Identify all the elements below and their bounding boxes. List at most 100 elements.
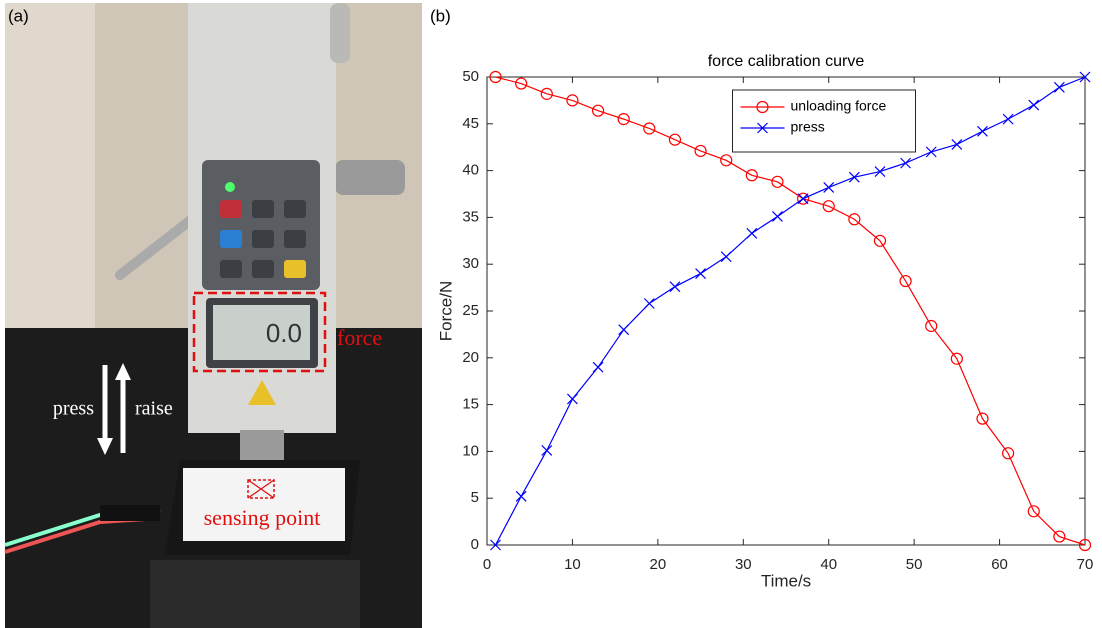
data-point bbox=[669, 281, 681, 293]
data-point bbox=[489, 70, 502, 84]
force-label: force bbox=[337, 325, 382, 350]
data-point bbox=[976, 412, 989, 425]
data-point bbox=[951, 138, 963, 150]
data-point bbox=[566, 94, 579, 107]
force-box bbox=[192, 291, 327, 373]
warning-sign bbox=[248, 380, 276, 405]
keys bbox=[220, 200, 306, 278]
y-tick-label: 0 bbox=[471, 536, 479, 553]
data-point bbox=[617, 113, 630, 126]
sensing-label: sensing point bbox=[204, 505, 321, 530]
series-line bbox=[495, 76, 1086, 546]
y-tick-label: 5 bbox=[471, 489, 479, 506]
data-point bbox=[848, 171, 860, 183]
data-point bbox=[771, 175, 784, 188]
data-point bbox=[925, 319, 938, 333]
wheel bbox=[330, 3, 350, 63]
data-point bbox=[720, 154, 733, 167]
data-point bbox=[643, 122, 656, 135]
x-tick-label: 0 bbox=[483, 556, 491, 573]
data-point bbox=[874, 166, 886, 177]
y-tick-label: 45 bbox=[462, 115, 479, 132]
sensing-cross bbox=[247, 479, 275, 499]
data-point bbox=[720, 251, 732, 263]
y-tick-label: 40 bbox=[462, 162, 479, 179]
press-arrowhead bbox=[97, 438, 113, 455]
data-point bbox=[695, 268, 706, 279]
data-point bbox=[977, 125, 988, 137]
data-point bbox=[515, 77, 528, 90]
y-tick-label: 15 bbox=[462, 396, 479, 413]
data-point bbox=[950, 352, 963, 365]
lcd bbox=[213, 305, 310, 360]
data-point bbox=[1079, 71, 1091, 83]
data-point bbox=[899, 274, 912, 288]
x-tick-label: 30 bbox=[735, 556, 752, 573]
curtain bbox=[5, 3, 95, 328]
raise-arrowhead bbox=[115, 363, 131, 380]
data-point bbox=[643, 298, 655, 309]
plot: 0 10 20 30 40 50 60 70 0 5 10 15 20 25 30 35 40 45 50 unloa… bbox=[462, 68, 1093, 573]
data-point bbox=[822, 200, 835, 213]
legend-marker bbox=[757, 122, 768, 134]
panel-label: (a) bbox=[8, 6, 29, 25]
x-axis-label: Time/s bbox=[761, 571, 811, 590]
data-point bbox=[541, 445, 553, 456]
data-point bbox=[540, 87, 553, 100]
x-tick-label: 50 bbox=[906, 556, 923, 573]
data-point bbox=[900, 157, 912, 169]
legend: unloading force press bbox=[732, 89, 916, 153]
legend-box bbox=[732, 89, 916, 153]
raise-label: raise bbox=[135, 398, 173, 420]
data-point bbox=[1028, 99, 1040, 111]
data-point bbox=[1002, 113, 1014, 125]
y-tick-label: 50 bbox=[462, 68, 479, 85]
data-point bbox=[873, 234, 887, 247]
y-axis-label: Force/N bbox=[436, 281, 455, 341]
data-point bbox=[668, 133, 682, 146]
data-point bbox=[591, 104, 605, 117]
x-tick-label: 70 bbox=[1077, 556, 1094, 573]
legend-label: press bbox=[791, 119, 825, 135]
photo-panel: 0.0 force sensing point press raise (a) bbox=[4, 3, 422, 628]
base bbox=[150, 560, 360, 628]
data-point bbox=[618, 324, 630, 336]
x-tick-label: 10 bbox=[564, 556, 581, 573]
connector bbox=[100, 505, 160, 521]
data-point bbox=[1002, 447, 1015, 460]
data-point bbox=[823, 182, 835, 193]
data-point bbox=[1053, 81, 1065, 93]
legend-marker bbox=[756, 100, 769, 114]
y-tick-label: 35 bbox=[462, 208, 479, 225]
data-point bbox=[567, 393, 578, 405]
data-point bbox=[1053, 530, 1066, 543]
x-tick-label: 60 bbox=[991, 556, 1008, 573]
lcd-reading: 0.0 bbox=[266, 318, 302, 348]
data-point bbox=[1078, 538, 1092, 552]
data-point bbox=[925, 146, 937, 158]
y-tick-label: 30 bbox=[462, 255, 479, 272]
knob bbox=[335, 160, 405, 195]
press-label: press bbox=[53, 398, 94, 420]
data-point bbox=[746, 227, 758, 239]
data-point bbox=[848, 213, 861, 226]
led bbox=[225, 182, 235, 192]
data-point bbox=[772, 211, 783, 222]
panel-label: (b) bbox=[430, 6, 451, 25]
probe bbox=[240, 430, 284, 465]
x-tick-label: 20 bbox=[650, 556, 667, 573]
data-point bbox=[745, 169, 758, 182]
sensing-box bbox=[247, 479, 275, 499]
chart-title: force calibration curve bbox=[708, 53, 865, 70]
series-line bbox=[495, 76, 1086, 546]
data-point bbox=[515, 490, 527, 502]
keypad bbox=[202, 160, 320, 290]
data-point bbox=[694, 144, 707, 158]
data-point bbox=[796, 192, 810, 205]
data-point bbox=[1027, 505, 1040, 518]
legend-label: unloading force bbox=[791, 98, 887, 114]
y-tick-label: 10 bbox=[462, 442, 479, 459]
x-tick-label: 40 bbox=[820, 556, 837, 573]
data-point bbox=[797, 193, 809, 205]
data-point bbox=[592, 361, 604, 373]
